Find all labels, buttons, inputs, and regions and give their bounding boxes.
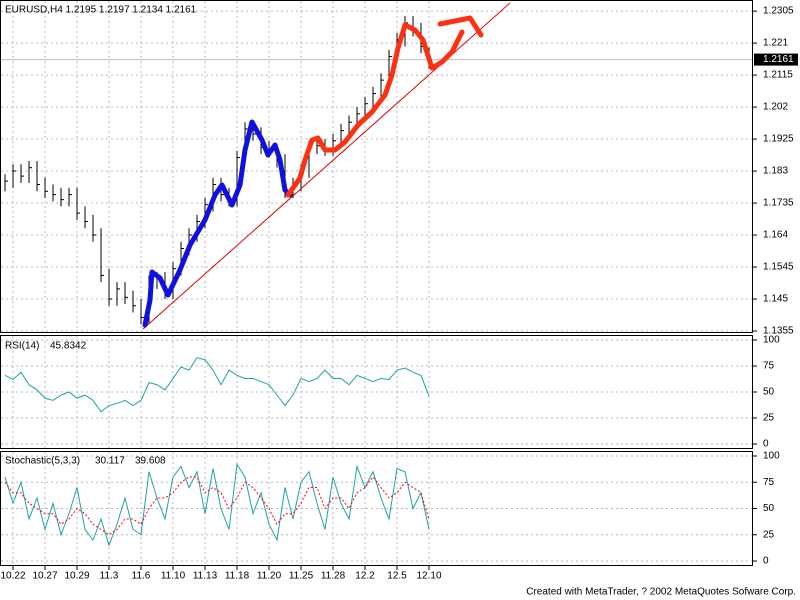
y-tick-label: 1.2305	[763, 6, 794, 17]
x-tick-label: 12.5	[387, 571, 407, 582]
x-tick-label: 11.13	[193, 571, 218, 582]
x-tick-label: 10.22	[0, 571, 25, 582]
x-tick-label: 11.28	[321, 571, 346, 582]
y-tick-label: 100	[763, 335, 780, 346]
y-tick-label: 0	[763, 556, 769, 567]
stochastic-signal-value: 39.608	[135, 456, 166, 467]
x-tick-label: 11.10	[161, 571, 186, 582]
stochastic-title: Stochastic(5,3,3)	[5, 456, 80, 467]
y-tick-label: 1.145	[763, 294, 788, 305]
y-tick-label: 100	[763, 451, 780, 462]
y-tick-label: 25	[763, 529, 775, 540]
x-tick-label: 11.18	[225, 571, 250, 582]
x-tick-label: 10.29	[64, 571, 89, 582]
y-tick-label: 1.1545	[763, 262, 794, 273]
y-tick-label: 75	[763, 361, 775, 372]
indicator-line	[4, 357, 430, 413]
x-tick-label: 12.2	[355, 571, 375, 582]
rsi-value: 45.8342	[50, 341, 87, 352]
chart-title: EURUSD,H4 1.2195 1.2197 1.2134 1.2161	[5, 5, 197, 16]
y-tick-label: 50	[763, 387, 775, 398]
y-tick-label: 1.202	[763, 102, 788, 113]
y-tick-label: 25	[763, 413, 775, 424]
y-tick-label: 0	[763, 439, 769, 450]
y-tick-label: 1.1735	[763, 198, 794, 209]
y-tick-label: 1.1925	[763, 134, 794, 145]
footer-credit: Created with MetaTrader, ? 2002 MetaQuot…	[526, 587, 796, 598]
last-price-label: 1.2161	[763, 54, 794, 65]
y-tick-label: 1.221	[763, 38, 788, 49]
x-tick-label: 11.25	[289, 571, 314, 582]
red-wave-drawing	[285, 22, 465, 198]
price-panel-frame	[0, 0, 753, 333]
x-tick-label: 11.20	[257, 571, 282, 582]
x-tick-label: 10.27	[32, 571, 57, 582]
last-price-box	[754, 53, 798, 66]
y-tick-label: 1.164	[763, 230, 788, 241]
y-tick-label: 50	[763, 503, 775, 514]
grid-layer	[1, 1, 752, 565]
blue-wave-drawing	[142, 119, 293, 328]
x-tick-label: 11.3	[100, 571, 119, 582]
y-tick-label: 75	[763, 477, 775, 488]
x-tick-label: 12.10	[416, 571, 441, 582]
stochastic-main-value: 30.117	[95, 456, 125, 467]
y-tick-label: 1.1355	[763, 326, 794, 337]
red-arrow-drawing	[437, 15, 484, 38]
y-tick-label: 1.2115	[763, 70, 793, 81]
y-tick-label: 1.183	[763, 166, 788, 177]
x-tick-label: 11.6	[132, 571, 151, 582]
rsi-title: RSI(14)	[5, 341, 39, 352]
indicator-line	[4, 462, 430, 547]
